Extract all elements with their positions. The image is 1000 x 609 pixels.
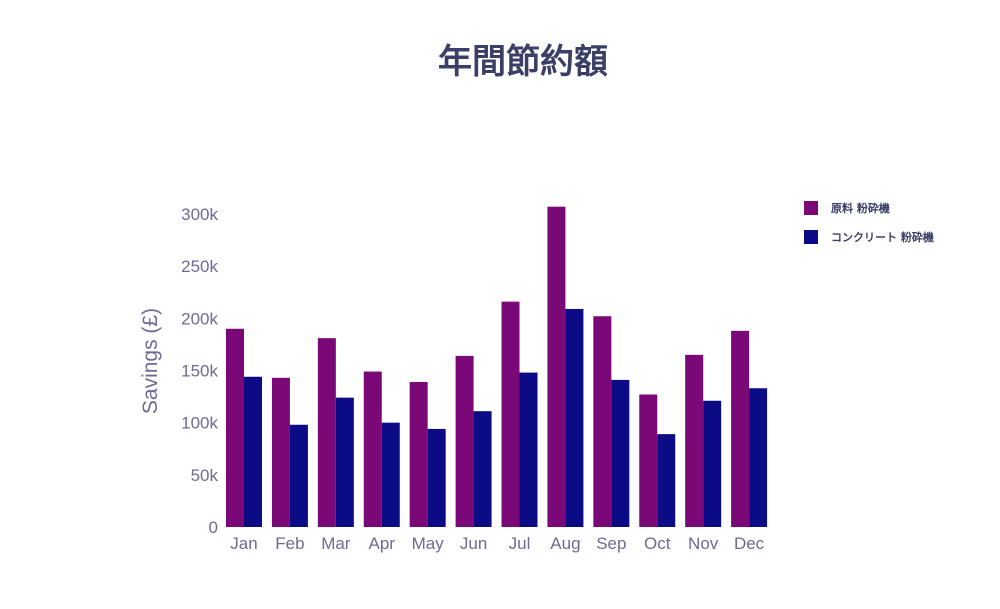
x-tick-label: Aug (550, 534, 580, 553)
x-tick-label: Jun (460, 534, 487, 553)
x-tick-label: Mar (321, 534, 351, 553)
x-tick-label: Feb (275, 534, 304, 553)
bar-series-1-oct (639, 394, 658, 527)
bar-series-1-aug (547, 206, 566, 528)
bar-series-1-mar (317, 338, 336, 527)
x-tick-label: Dec (734, 534, 765, 553)
x-tick-label: Jan (230, 534, 257, 553)
bar-series-1-sep (593, 316, 612, 527)
y-tick-label: 300k (181, 205, 218, 224)
bar-series-2-mar (335, 397, 354, 527)
y-tick-label: 50k (191, 466, 219, 485)
bar-series-1-may (409, 381, 428, 527)
x-tick-label: Nov (688, 534, 719, 553)
bar-series-2-oct (657, 434, 676, 527)
legend-label: 原料 粉砕機 (831, 201, 890, 215)
y-tick-label: 200k (181, 309, 218, 328)
y-tick-label: 150k (181, 362, 218, 381)
x-tick-label: Jul (509, 534, 531, 553)
legend-label: コンクリート 粉砕機 (831, 230, 934, 244)
bar-series-1-nov (685, 354, 704, 527)
bar-series-1-feb (271, 377, 290, 527)
x-axis: Jan Feb Mar Apr May Jun Jul Aug Sep Oct Nov Dec (230, 534, 764, 553)
chart-title: 年間節約額 (438, 42, 608, 82)
bar-series-1-apr (363, 371, 382, 527)
bar-series-2-sep (611, 379, 630, 527)
y-tick-label: 100k (181, 414, 218, 433)
bar-series-2-aug (565, 308, 584, 527)
bar-series-2-jun (473, 411, 492, 527)
x-tick-label: May (412, 534, 445, 553)
legend-swatch (804, 230, 818, 244)
y-tick-label: 250k (181, 257, 218, 276)
x-tick-label: Sep (596, 534, 626, 553)
bar-series-2-feb (289, 424, 308, 527)
bar-series-1-dec (731, 330, 750, 527)
bar-series-2-jul (519, 372, 538, 527)
bar-series-2-may (427, 428, 446, 527)
x-tick-label: Apr (369, 534, 396, 553)
y-tick-label: 0 (209, 518, 218, 537)
bar-series-1-jul (501, 301, 520, 527)
legend-swatch (804, 201, 818, 215)
bars (226, 206, 768, 528)
bar-series-2-nov (703, 400, 722, 527)
bar-series-1-jun (455, 355, 474, 527)
y-axis: 0 50k 100k 150k 200k 250k 300k (181, 205, 218, 537)
y-axis-label: Savings (£) (139, 308, 162, 414)
bar-series-1-jan (226, 328, 244, 527)
bar-series-2-dec (749, 388, 768, 527)
bar-series-2-apr (381, 422, 400, 527)
x-tick-label: Oct (644, 534, 671, 553)
bar-series-2-jan (244, 376, 262, 527)
